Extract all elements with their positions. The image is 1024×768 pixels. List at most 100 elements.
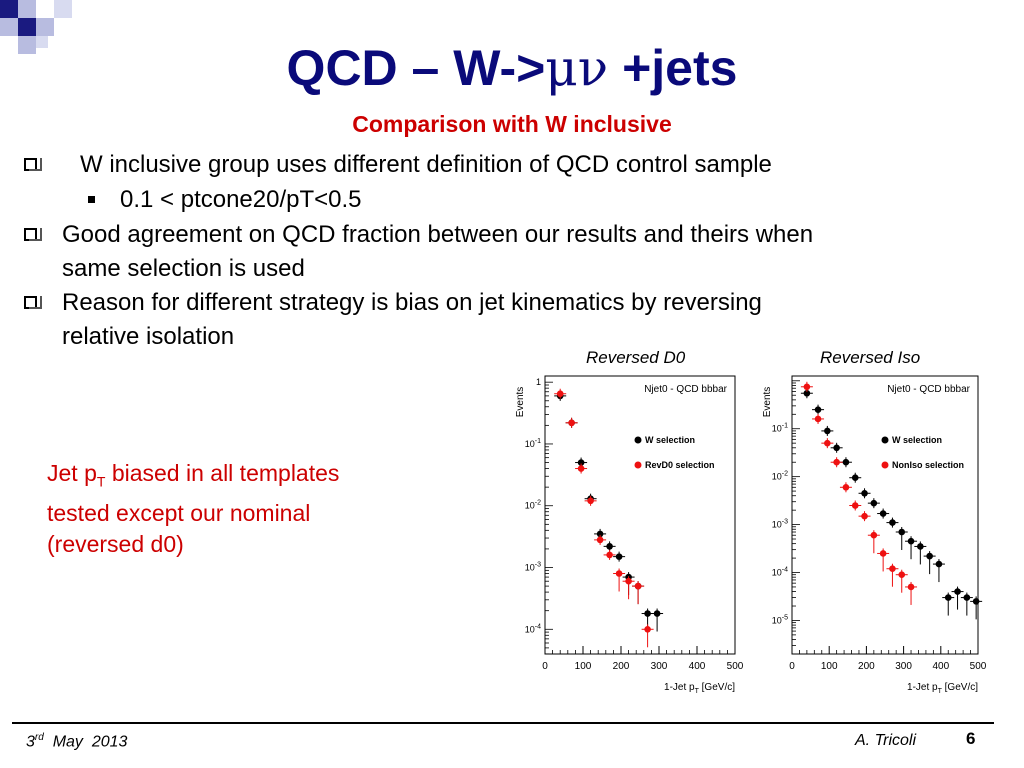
x-tick-label: 400 <box>689 661 706 672</box>
data-point <box>833 444 840 452</box>
series-1-point <box>895 569 908 593</box>
note-text: Jet pT biased in all templates tested ex… <box>47 458 427 560</box>
x-tick-label: 100 <box>821 661 838 672</box>
plot-label: Njet0 - QCD bbbar <box>887 384 970 395</box>
series-1-point <box>565 417 578 428</box>
legend-marker <box>881 436 889 444</box>
note-line-1a: Jet p <box>47 460 97 486</box>
plot-label: Njet0 - QCD bbbar <box>644 384 727 395</box>
y-axis-label: Events <box>762 387 773 418</box>
series-1-point <box>603 549 616 560</box>
data-point <box>889 519 896 526</box>
y-tick-exponent: -4 <box>782 567 788 574</box>
series-1-point <box>641 624 654 648</box>
series-0-point <box>951 586 964 610</box>
series-1-point <box>594 534 607 545</box>
y-tick-label: 10-3 <box>772 519 788 530</box>
data-point <box>577 459 585 466</box>
x-tick-label: 300 <box>895 661 912 672</box>
y-tick-label: 10-2 <box>525 500 541 511</box>
series-0-point <box>812 404 825 415</box>
series-0-point <box>651 608 664 632</box>
sub-bullet-square-icon <box>88 196 95 203</box>
data-point <box>870 499 878 507</box>
bullet-checkbox-icon <box>24 228 42 241</box>
series-0-point <box>830 442 843 453</box>
data-point <box>851 502 859 509</box>
bullet-2-line2: same selection is used <box>62 255 305 282</box>
data-point <box>917 543 924 550</box>
x-tick-label: 100 <box>575 661 592 672</box>
x-axis-label: 1-Jet pT [GeV/c] <box>664 682 735 695</box>
legend-marker <box>881 461 889 469</box>
legend-label: W selection <box>645 435 695 445</box>
series-1-point <box>632 581 645 605</box>
series-1-point <box>886 563 899 587</box>
sub-bullet-1: 0.1 < ptcone20/pT<0.5 <box>120 186 362 213</box>
plot-frame <box>544 375 736 655</box>
series-0-point <box>821 425 834 436</box>
series-1-point <box>830 457 843 468</box>
y-tick-exponent: -3 <box>535 562 541 569</box>
series-1-point <box>877 548 890 572</box>
series-0-point <box>905 536 918 560</box>
data-point <box>926 552 933 560</box>
series-1-point <box>584 495 597 506</box>
corner-logo-decoration <box>0 0 72 54</box>
note-line-1: Jet pT biased in all templates <box>47 458 427 498</box>
x-tick-label: 0 <box>789 661 795 672</box>
data-point <box>824 439 831 447</box>
series-1-point <box>554 388 567 399</box>
data-point <box>833 458 840 466</box>
data-point <box>606 543 613 550</box>
footer-date-suffix: rd <box>34 732 44 743</box>
data-point <box>577 465 585 472</box>
data-point <box>653 610 661 617</box>
data-point <box>879 510 887 517</box>
series-0-point <box>877 508 890 519</box>
data-point <box>861 489 868 497</box>
data-point <box>803 383 811 391</box>
data-point <box>615 553 623 560</box>
y-tick-label: 10-2 <box>772 471 788 482</box>
series-0-point <box>923 551 936 575</box>
data-point <box>870 531 878 539</box>
series-0-point <box>960 592 973 616</box>
slide-title-suffix: +jets <box>608 40 738 96</box>
bullet-3-line2: relative isolation <box>62 323 235 350</box>
data-point <box>814 415 822 423</box>
data-point <box>907 583 915 591</box>
y-tick-label: 10-5 <box>772 614 788 625</box>
data-point <box>935 560 943 568</box>
y-tick-exponent: -2 <box>782 471 788 478</box>
x-tick-label: 200 <box>858 661 875 672</box>
data-point <box>824 427 831 435</box>
y-tick-exponent: -2 <box>535 500 541 507</box>
note-line-2: tested except our nominal <box>47 499 311 526</box>
data-point <box>634 582 642 590</box>
series-0-point <box>895 527 908 551</box>
slide-title-greek: μν <box>545 39 609 97</box>
data-point <box>644 610 651 617</box>
x-tick-label: 500 <box>727 661 744 672</box>
y-tick-exponent: -3 <box>782 519 788 526</box>
footer-date-day: 3 <box>26 733 35 751</box>
bullet-2-line1: Good agreement on QCD fraction between o… <box>62 221 814 248</box>
y-tick-label: 10-4 <box>525 623 541 634</box>
chart-1-title: Reversed D0 <box>586 348 686 367</box>
series-0-point <box>849 472 862 483</box>
data-point <box>898 528 906 536</box>
data-point <box>587 497 594 505</box>
chart-2-title: Reversed Iso <box>820 348 921 367</box>
series-0-point <box>886 517 899 528</box>
x-axis-label: 1-Jet pT [GeV/c] <box>907 682 978 695</box>
x-tick-label: 200 <box>613 661 630 672</box>
slide-title-prefix: QCD – W-> <box>286 40 546 96</box>
series-0-point <box>970 596 983 620</box>
series-1-point <box>867 530 880 554</box>
series-0-point <box>942 592 955 616</box>
data-point <box>842 483 850 491</box>
slide-subtitle: Comparison with W inclusive <box>352 111 672 137</box>
x-axis-label-main: 1-Jet p <box>907 682 938 693</box>
y-tick-label: 1 <box>536 377 541 387</box>
